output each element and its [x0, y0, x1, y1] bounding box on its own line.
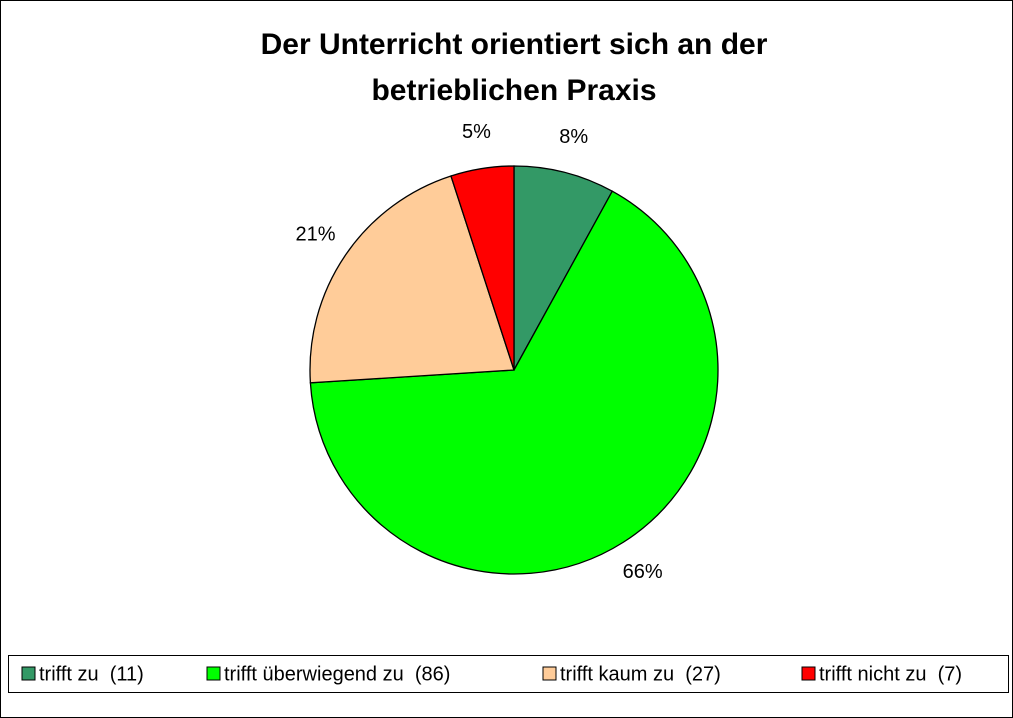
legend-swatch: [542, 666, 557, 681]
data-label: 5%: [462, 121, 491, 143]
data-label: 66%: [623, 561, 663, 583]
pie-slice: [513, 165, 614, 371]
chart-title: betrieblichen Praxis: [371, 74, 656, 107]
legend-label: trifft kaum zu (27): [560, 663, 721, 685]
pie-slice: [309, 175, 515, 384]
legend-swatch: [801, 666, 816, 681]
legend-label: trifft überwiegend zu (86): [224, 663, 450, 685]
legend-label: trifft nicht zu (7): [819, 663, 962, 685]
pie-slice: [450, 165, 515, 371]
data-label: 8%: [559, 126, 588, 148]
legend-box: [8, 655, 1009, 693]
pie-slice: [309, 190, 719, 575]
legend-label: trifft zu (11): [39, 663, 144, 685]
data-label: 21%: [295, 223, 335, 245]
chart-title: Der Unterricht orientiert sich an der: [261, 28, 768, 61]
legend-swatch: [21, 666, 36, 681]
legend-swatch: [206, 666, 221, 681]
